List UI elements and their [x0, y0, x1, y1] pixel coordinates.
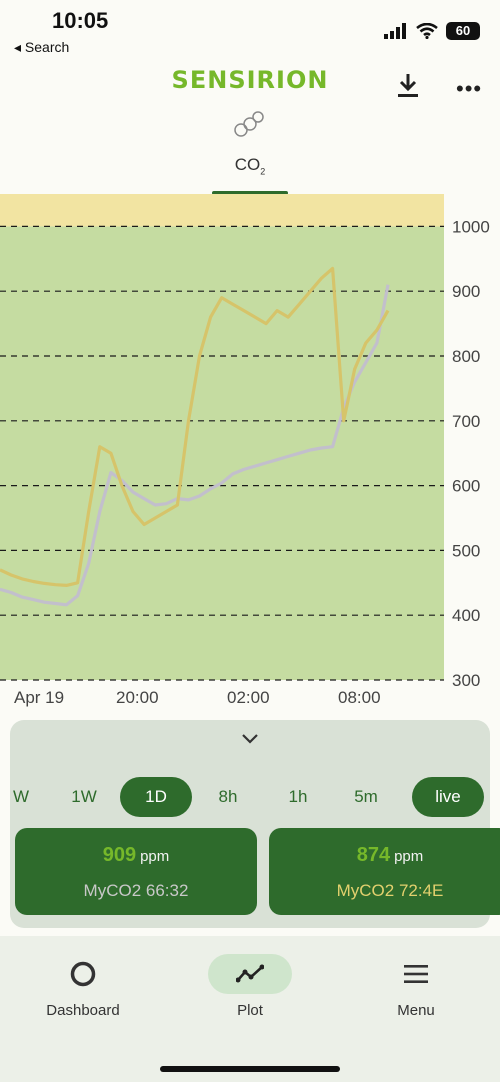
chart-plot: 1000 900 800 700 600 500 400 300 Apr 19 20:00 02:0…: [0, 194, 490, 707]
nav-menu[interactable]: Menu: [336, 950, 496, 1040]
back-to-search-link[interactable]: ◂ Search: [14, 39, 70, 55]
range-button-w[interactable]: W: [12, 787, 30, 806]
home-indicator[interactable]: [160, 1066, 340, 1072]
range-button-5m[interactable]: 5m: [354, 787, 378, 806]
chevron-down-icon[interactable]: [240, 732, 260, 746]
range-button-8h[interactable]: 8h: [218, 787, 238, 806]
nav-dashboard[interactable]: Dashboard: [3, 950, 163, 1040]
cellular-signal-icon: [384, 23, 406, 39]
sensor-unit: ppm: [394, 848, 424, 865]
sensor-card[interactable]: 909 ppm MyCO2 66:32: [15, 828, 257, 915]
tab-co2-label: CO2: [234, 155, 266, 177]
sensirion-logo: SENSIRION: [171, 66, 329, 94]
nav-menu-label: Menu: [397, 1002, 435, 1019]
sensor-value: 909: [102, 844, 137, 866]
y-tick-label: 400: [452, 606, 480, 625]
sensor-name: MyCO2 66:32: [83, 881, 189, 900]
y-tick-label: 1000: [452, 217, 490, 236]
line-chart-icon: [236, 964, 264, 983]
y-tick-label: 900: [452, 282, 480, 301]
sensor-card[interactable]: 874 ppm MyCO2 72:4E: [269, 828, 500, 915]
range-button-1w[interactable]: 1W: [71, 787, 97, 806]
app-header: SENSIRION •••: [0, 60, 500, 110]
x-tick-label: Apr 19: [14, 688, 64, 707]
nav-plot-pill: [208, 954, 292, 994]
status-bar: 10:05 ◂ Search 60: [0, 0, 500, 60]
y-tick-label: 800: [452, 347, 480, 366]
nav-plot-label: Plot: [237, 1002, 263, 1019]
x-tick-label: 20:00: [116, 688, 159, 707]
sensor-name: MyCO2 72:4E: [336, 881, 444, 900]
status-icons: 60: [384, 22, 480, 40]
more-options-button[interactable]: •••: [456, 76, 483, 101]
sensor-unit: ppm: [140, 848, 170, 865]
sensor-value: 874: [356, 844, 391, 866]
nav-dashboard-label: Dashboard: [46, 1002, 120, 1019]
sensor-reading: 874 ppm: [269, 844, 500, 867]
molecule-icon: [234, 111, 264, 137]
co2-chart[interactable]: 1000 900 800 700 600 500 400 300 Apr 19 20:00 02:0…: [0, 194, 500, 714]
control-panel: W 1W 1D 8h 1h 5m live 909 ppm MyCO2 66:32 874 ppm M…: [10, 720, 500, 928]
tab-underline: [212, 191, 288, 195]
y-tick-label: 600: [452, 477, 480, 496]
x-tick-label: 08:00: [338, 688, 381, 707]
hamburger-icon: [404, 965, 428, 983]
x-tick-label: 02:00: [227, 688, 270, 707]
nav-plot[interactable]: Plot: [170, 950, 330, 1040]
series-line-1: [0, 266, 390, 587]
range-button-1h[interactable]: 1h: [288, 787, 308, 806]
clock: 10:05: [52, 8, 109, 33]
y-tick-label: 700: [452, 412, 480, 431]
range-button-live[interactable]: live: [412, 777, 484, 817]
sensor-reading: 909 ppm: [15, 844, 257, 867]
bottom-navigation: Dashboard Plot Menu: [0, 936, 500, 1082]
chart-band-1: [0, 194, 444, 227]
battery-icon: 60: [446, 22, 480, 40]
y-tick-label: 500: [452, 541, 480, 560]
download-icon: [398, 74, 418, 97]
chart-band-0: [0, 226, 444, 680]
circle-icon: [70, 961, 96, 987]
series-line-0: [0, 284, 390, 607]
download-button[interactable]: [394, 70, 422, 100]
range-button-1d[interactable]: 1D: [120, 777, 192, 817]
wifi-icon: [416, 23, 438, 39]
tab-co2[interactable]: CO2: [212, 155, 288, 195]
y-tick-label: 300: [452, 671, 480, 690]
